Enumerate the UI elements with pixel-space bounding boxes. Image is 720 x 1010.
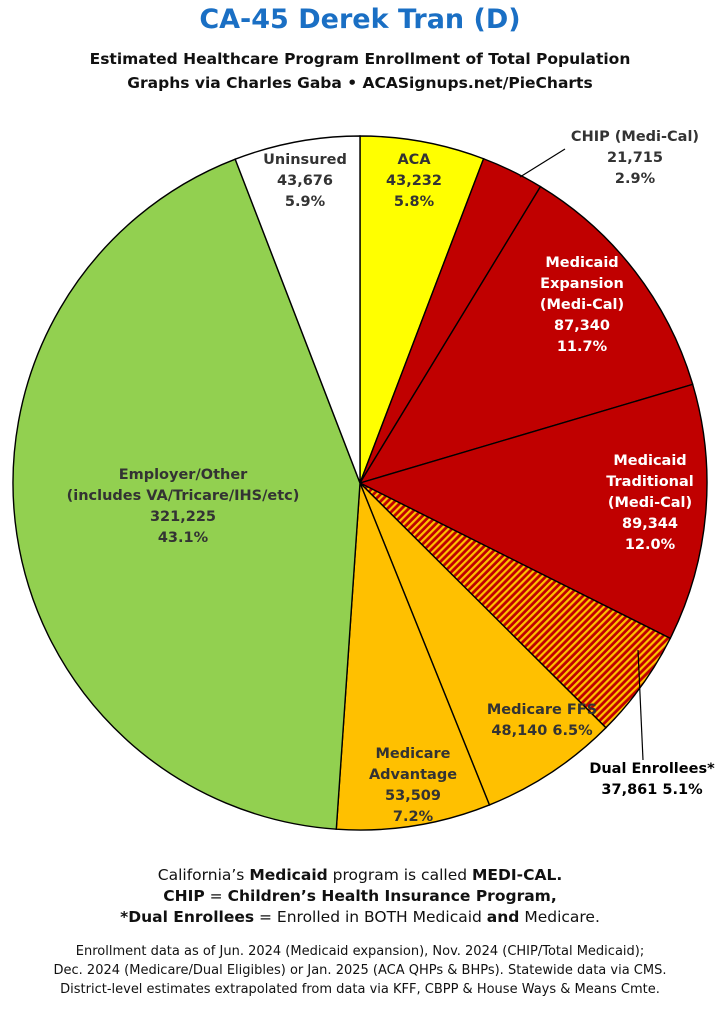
dual-enrollees-note: *Dual Enrollees = Enrolled in BOTH Medic… [120, 908, 600, 926]
slice-label-4: Dual Enrollees* 37,861 5.1% [589, 761, 715, 798]
chip-note: CHIP = Children’s Health Insurance Progr… [163, 887, 557, 905]
slice-label-7: Employer/Other (includes VA/Tricare/IHS/e… [67, 467, 300, 546]
leader-line-4 [637, 649, 644, 761]
slice-label-5: Medicare FFS 48,140 6.5% [487, 702, 597, 739]
slice-label-6: Medicare Advantage 53,509 7.2% [369, 746, 457, 825]
pie-slice-7 [12, 158, 361, 830]
pie-chart: ACA 43,232 5.8% CHIP (Medi-Cal) 21,715 2.9% Me… [12, 129, 715, 831]
pie-slice-8 [234, 135, 361, 484]
slice-label-3: Medicaid Traditional (Medi-Cal) 89,344 12.0% [606, 453, 694, 553]
footer-line-3: District-level estimates extrapolated fr… [60, 982, 660, 997]
footer-line-2: Dec. 2024 (Medicare/Dual Eligibles) or J… [53, 963, 667, 978]
chart-subtitle: Estimated Healthcare Program Enrollment … [89, 50, 631, 68]
medi-cal-note: California’s Medicaid program is called … [157, 866, 563, 884]
slice-label-0: ACA 43,232 5.8% [386, 152, 442, 210]
leader-line-1 [519, 148, 566, 178]
pie-slice-0 [359, 135, 485, 484]
chart-title: CA-45 Derek Tran (D) [199, 4, 521, 35]
footer-line-1: Enrollment data as of Jun. 2024 (Medicai… [75, 944, 645, 959]
slice-label-8: Uninsured 43,676 5.9% [263, 152, 347, 210]
pie-slice-6 [335, 482, 491, 831]
pie-slice-3 [358, 383, 708, 640]
pie-slice-5 [359, 482, 607, 806]
chart-credit: Graphs via Charles Gaba • ACASignups.net… [127, 74, 593, 92]
slice-label-2: Medicaid Expansion (Medi-Cal) 87,340 11.7% [540, 255, 624, 355]
slice-label-1: CHIP (Medi-Cal) 21,715 2.9% [571, 129, 699, 187]
